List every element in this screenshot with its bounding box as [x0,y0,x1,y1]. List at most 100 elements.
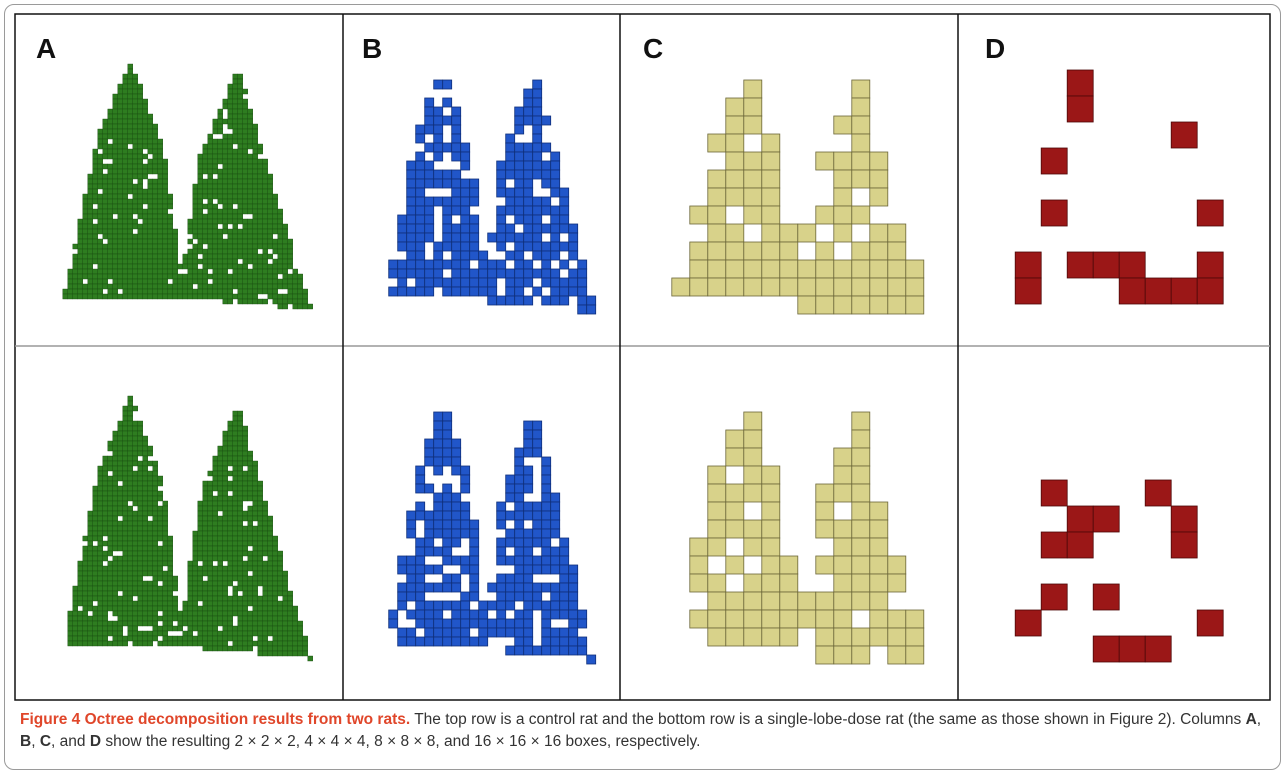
voxel [152,188,159,195]
voxel [142,620,149,627]
voxel [282,263,288,270]
voxel [406,250,417,261]
voxel [451,277,462,288]
voxel [62,293,68,300]
voxel [272,203,278,210]
voxel [122,108,129,115]
voxel [217,153,224,160]
voxel [487,295,498,306]
voxel [232,470,239,477]
voxel [406,528,417,539]
voxel [237,98,244,105]
voxel [122,78,129,85]
voxel [707,591,727,611]
voxel [77,288,84,295]
voxel [257,520,263,527]
voxel [132,490,139,497]
voxel [87,640,94,647]
voxel [97,570,104,577]
voxel [217,113,224,120]
voxel [272,213,278,220]
voxel [107,465,114,472]
voxel [207,293,214,300]
voxel [397,286,408,297]
voxel [388,609,399,620]
caption-text: D [89,733,102,750]
voxel [282,635,288,642]
voxel [212,263,219,270]
voxel [82,625,89,632]
voxel [237,103,244,110]
voxel [122,278,129,285]
voxel [532,250,543,261]
voxel [257,258,263,265]
voxel [252,263,259,270]
voxel [167,263,174,270]
voxel [92,500,99,507]
voxel [541,492,552,503]
voxel [232,228,239,235]
voxel [202,530,209,537]
voxel [107,133,114,140]
voxel [257,625,263,632]
voxel [559,223,570,234]
voxel [433,582,444,593]
voxel [147,168,154,175]
voxel [72,595,79,602]
voxel [851,411,871,431]
voxel [222,550,229,557]
voxel [127,520,134,527]
voxel [833,259,853,279]
voxel [833,205,853,225]
voxel [272,248,278,255]
voxel [232,590,239,597]
voxel [442,79,453,90]
voxel [212,218,219,225]
voxel [72,263,79,270]
voxel [117,93,124,100]
voxel [232,78,239,85]
voxel [112,178,119,185]
voxel [117,158,124,165]
voxel [107,288,114,295]
voxel [202,158,209,165]
voxel [232,510,239,517]
voxel [212,470,219,477]
voxel [282,640,288,647]
voxel [851,483,871,503]
voxel [237,410,244,417]
voxel [102,480,109,487]
voxel [127,73,134,80]
voxel [247,283,254,290]
voxel [167,233,174,240]
voxel [415,483,426,494]
voxel [505,295,516,306]
voxel [514,160,525,171]
voxel [267,273,273,280]
voxel [559,277,570,288]
voxel [743,115,763,135]
voxel [92,605,99,612]
voxel [247,188,254,195]
voxel [586,304,597,315]
voxel [257,298,263,305]
voxel [227,470,234,477]
voxel [415,537,426,548]
voxel [117,98,124,105]
voxel [725,97,745,117]
voxel [247,153,254,160]
voxel [559,286,570,297]
voxel [262,198,268,205]
voxel [207,635,214,642]
voxel [257,213,263,220]
voxel [586,654,597,665]
voxel [232,450,239,457]
voxel [707,205,727,225]
voxel [122,510,129,517]
voxel [415,591,426,602]
voxel [496,609,507,620]
voxel [541,268,552,279]
voxel [82,293,89,300]
voxel [460,205,471,216]
voxel [82,575,89,582]
